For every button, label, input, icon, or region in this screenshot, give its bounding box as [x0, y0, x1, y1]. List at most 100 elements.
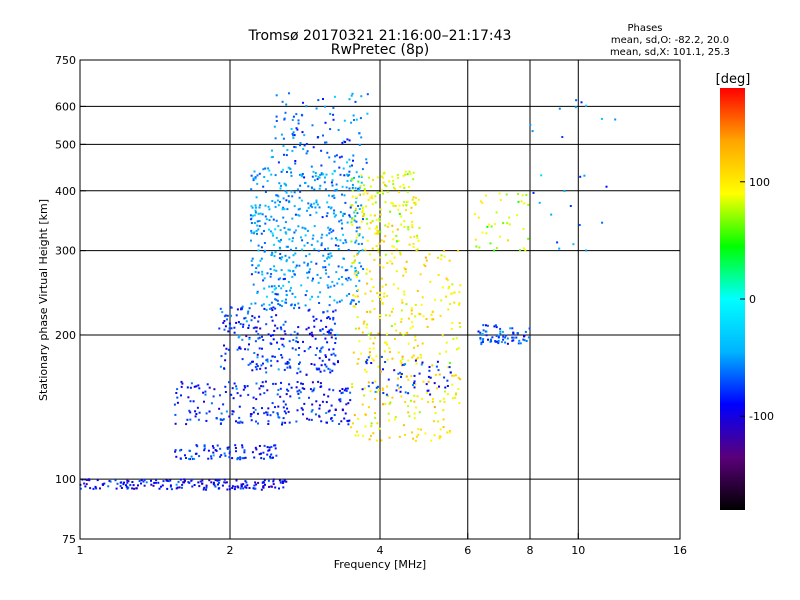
data-point [319, 350, 322, 353]
colorbar-label: [deg] [716, 72, 751, 87]
data-point [92, 487, 95, 490]
data-point [312, 315, 315, 318]
data-point [205, 412, 208, 415]
data-point [96, 479, 99, 482]
data-point [333, 95, 336, 98]
data-point [249, 415, 252, 418]
data-point [392, 204, 395, 207]
data-point [107, 485, 110, 488]
data-point [302, 101, 304, 104]
data-point [409, 236, 412, 239]
data-point [441, 286, 444, 289]
data-point [325, 412, 328, 414]
data-point [281, 300, 284, 302]
y-tick-label: 200 [55, 329, 76, 342]
data-point [250, 188, 253, 191]
data-point [270, 316, 273, 318]
data-point [295, 127, 298, 130]
data-point [120, 487, 123, 489]
data-point [308, 271, 311, 274]
data-point [307, 262, 309, 265]
data-point [499, 199, 502, 202]
data-point [272, 411, 275, 414]
data-point [497, 342, 500, 345]
data-point [279, 395, 282, 398]
data-point [288, 200, 291, 203]
data-point [351, 195, 354, 198]
data-point [360, 352, 363, 355]
data-point [251, 264, 254, 267]
data-point [270, 156, 273, 159]
data-point [230, 327, 233, 330]
data-point [430, 318, 433, 321]
data-point [339, 211, 342, 214]
data-point [265, 371, 268, 374]
data-point [381, 285, 384, 288]
data-point [294, 273, 296, 276]
data-point [243, 449, 246, 452]
data-point [404, 391, 407, 394]
data-point [169, 479, 172, 482]
data-point [208, 479, 211, 482]
data-point [488, 223, 491, 226]
data-point [367, 406, 370, 409]
data-point [278, 487, 280, 490]
data-point [261, 407, 263, 410]
data-point [303, 176, 306, 179]
data-point [165, 479, 168, 482]
data-point [520, 200, 523, 203]
data-point [246, 484, 249, 487]
data-point [265, 218, 268, 221]
data-point [398, 387, 401, 390]
data-point [252, 487, 255, 490]
data-point [350, 265, 353, 268]
data-point [334, 409, 337, 411]
data-point [278, 348, 280, 350]
data-point [352, 294, 355, 297]
data-point [338, 389, 341, 392]
data-point [383, 240, 385, 243]
data-point [207, 457, 210, 460]
data-point [457, 249, 460, 252]
data-point [270, 453, 273, 456]
data-point [253, 316, 256, 319]
data-point [298, 363, 300, 365]
data-point [427, 375, 430, 378]
data-point [180, 486, 183, 489]
data-point [271, 309, 274, 312]
data-point [252, 407, 255, 409]
data-point [272, 382, 275, 385]
y-axis-label: Stationary phase Virtual Height [km] [37, 199, 50, 401]
data-point [490, 225, 493, 228]
data-point [274, 174, 277, 177]
data-point [357, 205, 360, 207]
data-point [324, 266, 327, 269]
data-point [242, 325, 244, 328]
data-point [377, 248, 380, 251]
data-point [354, 201, 357, 204]
data-point [292, 254, 295, 257]
data-point [256, 353, 259, 356]
data-point [283, 410, 286, 413]
data-point [423, 263, 426, 266]
data-point [306, 229, 309, 232]
data-point [353, 272, 356, 275]
data-point [263, 176, 266, 178]
data-point [392, 179, 395, 182]
data-point [206, 383, 209, 386]
data-point [250, 222, 253, 224]
data-point [414, 439, 417, 442]
data-point [341, 283, 344, 286]
data-point [369, 290, 372, 293]
data-point [324, 121, 327, 124]
data-point [493, 249, 496, 252]
data-point [270, 215, 273, 218]
data-point [109, 480, 112, 483]
data-point [328, 263, 331, 266]
data-point [351, 386, 354, 389]
data-point [481, 201, 484, 204]
data-point [424, 265, 427, 267]
data-point [274, 307, 277, 310]
data-point [413, 394, 416, 397]
